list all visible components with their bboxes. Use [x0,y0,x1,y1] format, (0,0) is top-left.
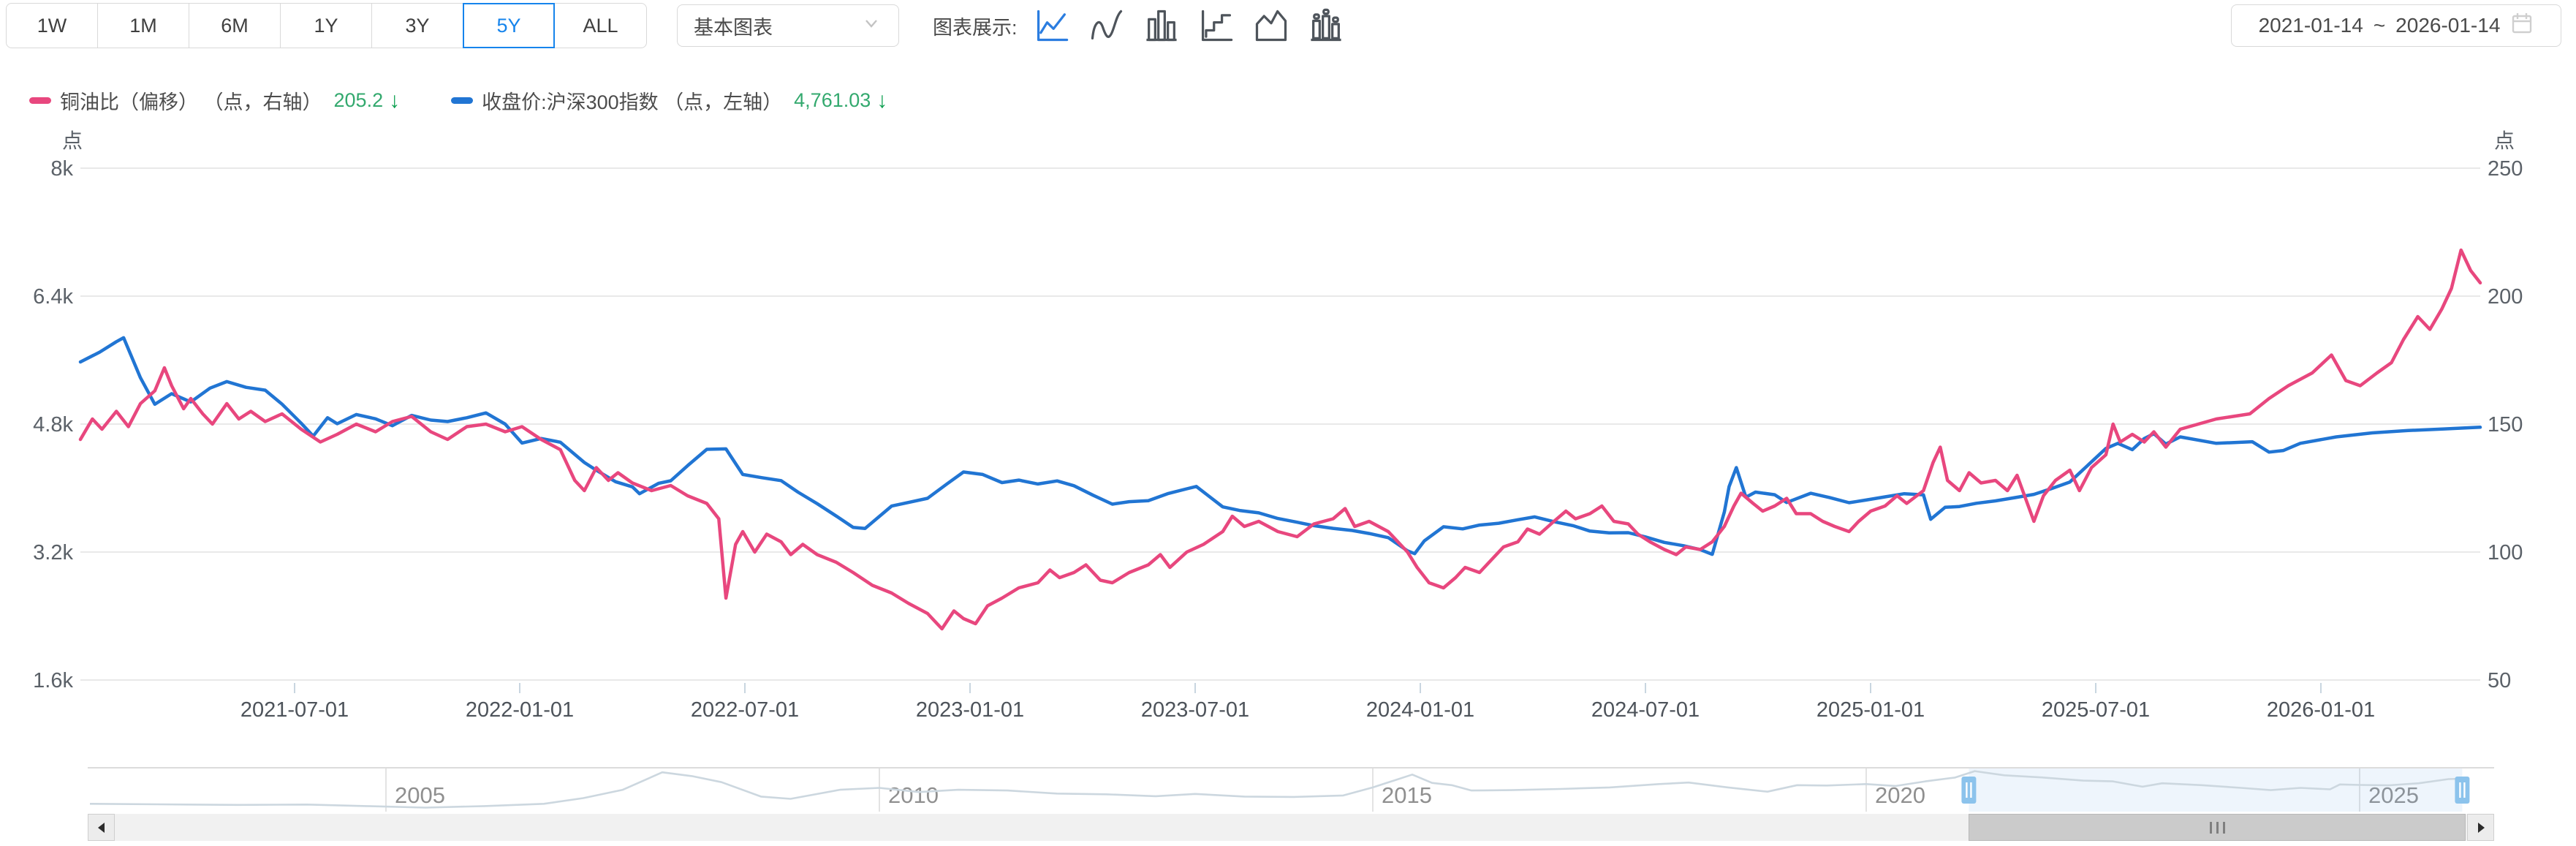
navigator-right-handle[interactable] [2455,777,2470,804]
legend-label: 铜油比（偏移） （点，右轴） [60,91,322,113]
down-arrow-icon: ↓ [876,88,888,113]
left-axis-tick-label: 3.2k [33,541,73,564]
column-chart-icon[interactable] [1134,4,1189,48]
series-line-copper-oil-ratio [78,248,2482,631]
x-axis-tick-label: 2026-01-01 [2267,698,2375,722]
legend-value: 4,761.03 [794,89,871,111]
area-chart-icon[interactable] [1244,4,1299,48]
right-axis-tick-label: 150 [2488,413,2523,437]
left-axis-tick-label: 1.6k [33,669,73,692]
x-axis-tick-label: 2022-01-01 [466,698,574,722]
time-range-group: 1W 1M 6M 1Y 3Y 5Y ALL [6,3,647,48]
right-axis-tick-label: 50 [2488,669,2511,692]
navigator-sparkline [89,770,2463,809]
x-axis-tick-label: 2023-07-01 [1141,698,1249,722]
right-axis-tick-label: 100 [2488,541,2523,564]
scroll-right-arrow[interactable] [2467,814,2494,841]
chart-display-icons [1025,4,1354,48]
toolbar: 1W 1M 6M 1Y 3Y 5Y ALL 基本图表 图表展示: [6,3,2570,48]
right-axis-unit: 点 [2494,129,2515,152]
left-axis-unit: 点 [62,129,83,152]
range-button-5y[interactable]: 5Y [463,3,555,48]
legend-item-copper-oil-ratio[interactable]: 铜油比（偏移） （点，右轴） 205.2 ↓ [29,86,400,115]
thumb-grip [2216,821,2219,834]
x-axis-tick-label: 2022-07-01 [691,698,799,722]
scrollbar-thumb[interactable] [1969,814,2466,841]
calendar-icon [2510,12,2534,40]
legend-marker [451,97,474,104]
date-range-picker[interactable]: 2021-01-14 ~ 2026-01-14 [2231,4,2561,47]
x-axis-tick-label: 2025-07-01 [2042,698,2150,722]
range-button-all[interactable]: ALL [555,4,646,48]
range-button-1m[interactable]: 1M [98,4,189,48]
legend-value: 205.2 [333,89,384,111]
scroll-left-arrow[interactable] [88,814,115,841]
down-arrow-icon: ↓ [389,88,401,113]
legend-marker [29,97,51,104]
x-axis-tick-label: 2021-07-01 [240,698,349,722]
left-axis-tick-label: 8k [50,157,73,181]
right-axis-tick-label: 250 [2488,157,2523,181]
navigator-selected-range[interactable] [1969,768,2463,812]
navigator-year-label: 2025 [2368,782,2419,808]
range-button-1y[interactable]: 1Y [281,4,372,48]
thumb-grip [2209,821,2212,834]
date-range-separator: ~ [2373,14,2386,37]
right-axis-tick-label: 200 [2488,285,2523,309]
smooth-curve-icon[interactable] [1080,4,1134,48]
bar-dot-chart-icon[interactable] [1299,4,1354,48]
x-axis-tick-label: 2024-01-01 [1366,698,1474,722]
chart-type-select-value: 基本图表 [694,16,773,39]
legend-label: 收盘价:沪深300指数 （点，左轴） [482,91,783,113]
horizontal-scrollbar[interactable] [88,814,2494,841]
range-button-6m[interactable]: 6M [189,4,281,48]
x-axis-tick-label: 2023-01-01 [916,698,1024,722]
chevron-down-icon [860,12,882,39]
date-range-start: 2021-01-14 [2258,14,2363,37]
x-axis-tick-label: 2025-01-01 [1817,698,1925,722]
chart-legend: 铜油比（偏移） （点，右轴） 205.2 ↓ 收盘价:沪深300指数 （点，左轴… [29,86,887,115]
range-button-1w[interactable]: 1W [7,4,98,48]
navigator-divider [88,767,2494,768]
navigator-year-label: 2010 [888,782,939,808]
thumb-grip [2222,821,2225,834]
navigator-left-handle[interactable] [1961,777,1977,804]
x-axis-tick-label: 2024-07-01 [1591,698,1700,722]
line-chart-icon[interactable] [1025,4,1080,48]
left-axis-tick-label: 6.4k [33,285,73,309]
step-line-icon[interactable] [1189,4,1244,48]
left-axis-tick-label: 4.8k [33,413,73,437]
navigator-year-label: 2015 [1382,782,1432,808]
chart-type-select[interactable]: 基本图表 [677,4,899,47]
series-line-csi300-close [78,336,2482,556]
navigator-year-label: 2020 [1875,782,1925,808]
display-mode-label: 图表展示: [933,16,1018,39]
navigator-year-label: 2005 [395,782,445,808]
date-range-end: 2026-01-14 [2395,14,2501,37]
legend-item-csi300[interactable]: 收盘价:沪深300指数 （点，左轴） 4,761.03 ↓ [451,86,887,115]
